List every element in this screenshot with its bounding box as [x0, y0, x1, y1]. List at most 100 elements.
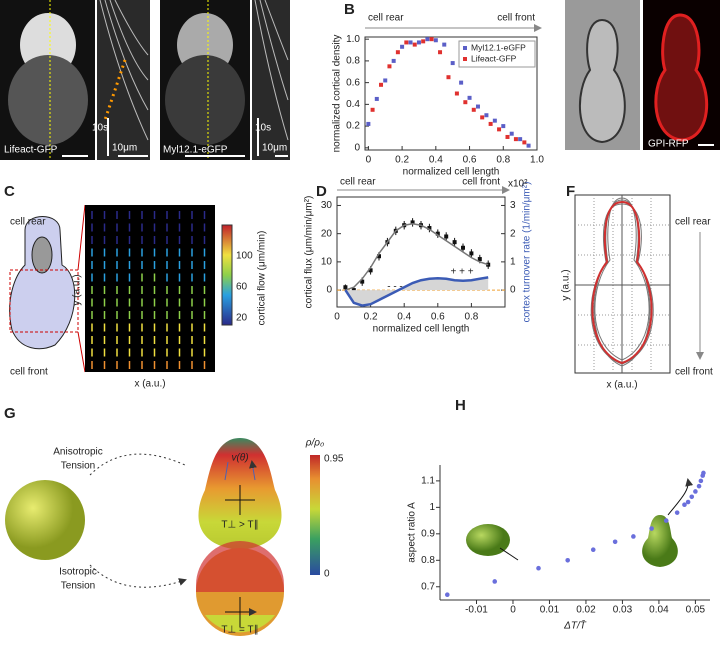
label: Isotropic — [59, 567, 97, 578]
y2-tick-label: 3 — [510, 200, 516, 211]
plot-frame — [364, 36, 538, 151]
point — [674, 510, 680, 515]
point — [366, 121, 371, 126]
x-tick-label: 0.04 — [649, 605, 669, 616]
point — [438, 50, 443, 55]
annotation: cell front — [497, 13, 535, 24]
band — [196, 541, 284, 592]
panel-a: Lifeact-GFP 10s 10μm Myl12.1-eGFP 10s 10… — [0, 0, 290, 160]
y2-tick-label: 1 — [510, 257, 516, 268]
point — [374, 96, 379, 101]
point — [469, 251, 474, 256]
label: T⊥ = T∥ — [221, 625, 258, 636]
panel-g: Anisotropic Tension Isotropic Tension v(… — [5, 438, 344, 636]
y-tick-label: 0 — [354, 142, 360, 153]
label: v(θ) — [231, 453, 248, 464]
cell-schematic — [9, 216, 76, 350]
panel-f: cell rear cell front y (a.u.) x (a.u.) — [561, 194, 713, 391]
point — [488, 121, 493, 126]
point — [467, 95, 472, 100]
label: Anisotropic — [53, 447, 102, 458]
point — [685, 499, 691, 505]
point — [429, 37, 434, 42]
colorbar-tick: 0 — [324, 569, 330, 580]
point — [391, 58, 396, 63]
cell — [8, 55, 88, 145]
label: Myl12.1-eGFP — [163, 145, 228, 156]
axis-label: x (a.u.) — [134, 379, 165, 390]
y2-axis-label: cortex turnover rate (1/min/μm²) — [522, 182, 533, 323]
flow-arrow — [224, 462, 255, 481]
point — [492, 118, 497, 123]
x-tick-label: 0 — [510, 605, 516, 616]
y-tick-label: 0.8 — [421, 555, 435, 566]
arrow — [499, 480, 688, 561]
tension-arrow — [225, 485, 255, 627]
point — [526, 143, 531, 148]
point — [383, 78, 388, 83]
legend-swatch — [463, 46, 467, 50]
point — [427, 226, 432, 231]
x-tick-label: 0 — [366, 155, 372, 166]
y-tick-label: 0.6 — [346, 77, 360, 88]
point — [492, 579, 498, 584]
x-tick-label: 0.8 — [464, 312, 478, 323]
point — [696, 483, 702, 489]
line — [345, 223, 489, 291]
plot-frame — [336, 196, 506, 308]
colorbar — [310, 455, 320, 575]
scale-bar — [62, 118, 288, 157]
annotation: cell rear — [368, 13, 404, 24]
axis-label: y (a.u.) — [561, 269, 572, 300]
y2-tick-label: 0 — [510, 285, 516, 296]
point — [404, 40, 409, 45]
label: cell rear — [10, 217, 46, 228]
x-tick-label: 0.4 — [397, 312, 411, 323]
point — [689, 494, 695, 500]
point — [612, 539, 618, 545]
legend-label: Lifeact-GFP — [471, 53, 517, 63]
annotation: + + + — [450, 267, 473, 278]
x-axis-label: normalized cell length — [403, 167, 500, 178]
y-tick-label: 1.0 — [346, 34, 360, 45]
point — [701, 470, 706, 476]
annotation: x10² — [508, 179, 528, 190]
x-tick-label: 0.2 — [395, 155, 409, 166]
kymo-trace — [99, 0, 149, 141]
point — [471, 107, 476, 112]
flow-field — [85, 205, 215, 372]
y-tick-label: 1 — [429, 502, 435, 513]
x-tick-label: 0.01 — [540, 605, 560, 616]
label: cell front — [10, 367, 48, 378]
point — [663, 518, 669, 523]
y-tick-label: 0.8 — [346, 56, 360, 67]
point — [463, 100, 468, 105]
y-tick-label: 30 — [321, 200, 333, 211]
point — [497, 127, 502, 132]
point — [459, 80, 464, 85]
kymo-trace — [254, 0, 289, 141]
y-tick-label: 0.4 — [346, 99, 360, 110]
y-axis-label: aspect ratio A — [407, 502, 418, 563]
x-tick-label: 0.6 — [431, 312, 445, 323]
panel-e: GPI-RFP — [565, 0, 720, 150]
panel-letter: C — [4, 183, 15, 200]
colorbar-tick: 0.95 — [324, 454, 344, 465]
point — [444, 592, 450, 598]
y-axis-label: cortical flux (μm/min/μm²) — [304, 196, 315, 309]
inset-shape — [642, 515, 678, 567]
x-tick-label: 0.4 — [429, 155, 443, 166]
point — [698, 478, 704, 484]
x-tick-label: 0.6 — [463, 155, 477, 166]
point — [693, 489, 698, 494]
colorbar-label: cortical flow (μm/min) — [257, 231, 268, 326]
colorbar-tick: 20 — [236, 313, 248, 324]
point — [360, 279, 365, 284]
point — [682, 502, 687, 508]
point — [377, 254, 381, 259]
point — [442, 42, 447, 47]
colorbar-tick: 100 — [236, 251, 253, 262]
x-tick-label: 0.02 — [576, 605, 596, 616]
axis-label: y (a.u.) — [72, 274, 83, 305]
